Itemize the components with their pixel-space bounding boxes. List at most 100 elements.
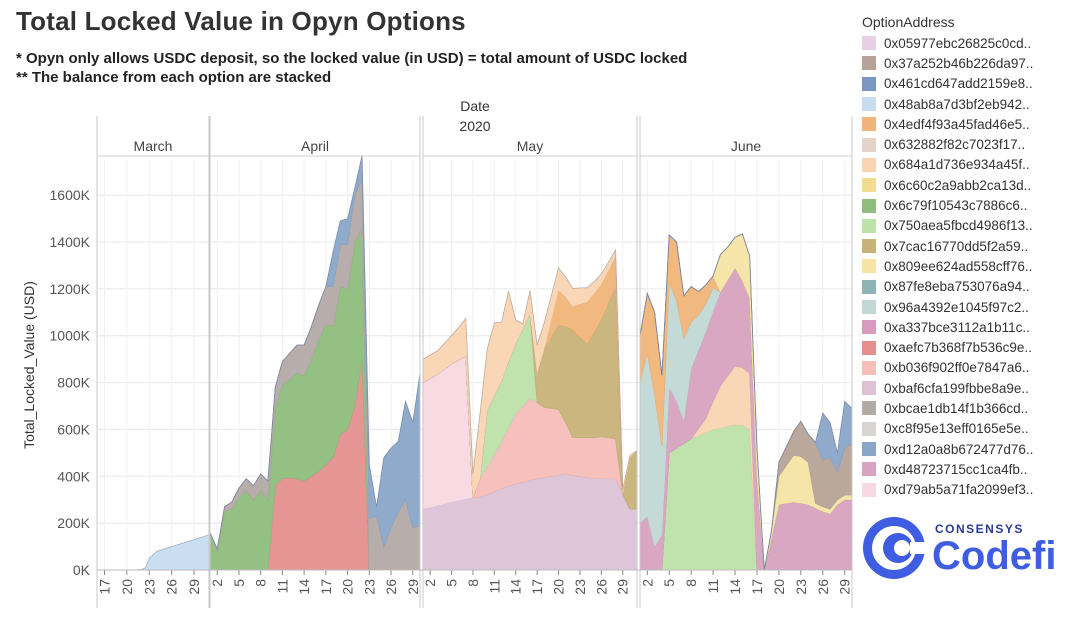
x-tick-label: 2	[209, 579, 225, 587]
legend-item: 0xd48723715cc1ca4fb..	[860, 459, 1080, 479]
column-header-date: Date	[460, 98, 490, 114]
x-tick-label: 23	[572, 579, 588, 595]
x-tick-label: 17	[96, 579, 112, 595]
legend-label: 0x87fe8eba753076a94..	[884, 279, 1030, 295]
legend-swatch	[862, 137, 876, 152]
x-tick-label: 11	[705, 579, 721, 594]
x-tick-label: 11	[486, 579, 502, 594]
legend-item: 0x48ab8a7d3bf2eb942..	[860, 94, 1080, 114]
legend-item: 0x6c79f10543c7886c6..	[860, 195, 1080, 215]
legend-item: 0xc8f95e13eff0165e5e..	[860, 419, 1080, 439]
x-tick-label: 23	[361, 579, 377, 595]
x-tick-label: 20	[119, 579, 135, 595]
y-tick-label: 1200K	[50, 281, 91, 297]
legend-swatch	[862, 157, 876, 172]
legend-swatch	[862, 482, 876, 497]
legend-item: 0x461cd647add2159e8..	[860, 74, 1080, 94]
x-tick-label: 11	[274, 579, 290, 594]
x-tick-label: 5	[231, 579, 247, 587]
legend-item: 0x96a4392e1045f97c2..	[860, 297, 1080, 317]
y-axis-label: Total_Locked_Value (USD)	[21, 281, 37, 449]
x-tick-label: 14	[727, 579, 743, 595]
legend-item: 0x809ee624ad558cff76..	[860, 256, 1080, 276]
y-tick-label: 1000K	[50, 328, 91, 344]
legend-label: 0xbaf6cfa199fbbe8a9e..	[884, 380, 1029, 396]
legend-item: 0x37a252b46b226da97..	[860, 53, 1080, 73]
chart-subtitle-1: * Opyn only allows USDC deposit, so the …	[16, 50, 688, 67]
legend-items: 0x05977ebc26825c0cd.. 0x37a252b46b226da97…	[860, 33, 1080, 500]
legend-label: 0x6c60c2a9abb2ca13d..	[884, 177, 1032, 193]
legend-item: 0x632882f82c7023f17..	[860, 134, 1080, 154]
x-tick-label: 20	[771, 579, 787, 595]
y-tick-label: 400K	[57, 468, 90, 484]
legend-label: 0xaefc7b368f7b536c9e..	[884, 340, 1032, 356]
legend-label: 0x750aea5fbcd4986f13..	[884, 218, 1033, 234]
x-tick-label: 29	[615, 579, 631, 595]
x-tick-label: 29	[837, 579, 853, 595]
legend-label: 0xbcae1db14f1b366cd..	[884, 400, 1029, 416]
x-tick-label: 17	[749, 579, 765, 595]
legend-swatch	[862, 117, 876, 132]
y-tick-label: 600K	[57, 421, 90, 437]
x-tick-label: 17	[529, 579, 545, 595]
area-series-2	[422, 248, 638, 498]
legend-item: 0xbaf6cfa199fbbe8a9e..	[860, 378, 1080, 398]
legend-swatch	[862, 442, 876, 457]
legend-item: 0xd12a0a8b672477d76..	[860, 439, 1080, 459]
codefi-logo-mark-icon	[863, 517, 928, 579]
legend-item: 0xbcae1db14f1b366cd..	[860, 398, 1080, 418]
x-tick-label: 20	[551, 579, 567, 595]
legend-swatch	[862, 340, 876, 355]
legend-label: 0xb036f902ff0e7847a6..	[884, 360, 1030, 376]
legend-item: 0xd79ab5a71fa2099ef3..	[860, 480, 1080, 500]
legend-label: 0x6c79f10543c7886c6..	[884, 198, 1028, 214]
panel-label-april: April	[301, 138, 329, 154]
x-tick-label: 26	[815, 579, 831, 595]
x-tick-label: 29	[186, 579, 202, 595]
legend-item: 0xaefc7b368f7b536c9e..	[860, 337, 1080, 357]
y-tick-label: 200K	[57, 515, 90, 531]
x-tick-label: 2	[639, 579, 655, 587]
legend-title: OptionAddress	[862, 14, 955, 30]
x-tick-label: 14	[296, 579, 312, 595]
legend-swatch	[862, 239, 876, 254]
area-series-edge	[639, 233, 853, 571]
legend-item: 0x6c60c2a9abb2ca13d..	[860, 175, 1080, 195]
panel-label-june: June	[731, 138, 762, 154]
legend-swatch	[862, 462, 876, 477]
legend-swatch	[862, 56, 876, 71]
x-tick-label: 26	[383, 579, 399, 595]
legend-swatch	[862, 76, 876, 91]
legend-label: 0x632882f82c7023f17..	[884, 137, 1026, 153]
x-tick-label: 5	[661, 579, 677, 587]
legend-label: 0x05977ebc26825c0cd..	[884, 35, 1032, 51]
x-tick-label: 8	[253, 579, 269, 587]
legend-swatch	[862, 198, 876, 213]
legend-swatch	[862, 401, 876, 416]
legend-label: 0xc8f95e13eff0165e5e..	[884, 421, 1029, 437]
legend-swatch	[862, 381, 876, 396]
area-series-edge	[209, 155, 421, 551]
legend-swatch	[862, 360, 876, 375]
y-tick-label: 0K	[73, 562, 91, 578]
legend-label: 0x96a4392e1045f97c2..	[884, 299, 1029, 315]
legend-item: 0xb036f902ff0e7847a6..	[860, 358, 1080, 378]
x-tick-label: 8	[683, 579, 699, 587]
legend-swatch	[862, 218, 876, 233]
legend-label: 0x809ee624ad558cff76..	[884, 258, 1033, 274]
chart-title: Total Locked Value in Opyn Options	[16, 6, 466, 36]
x-tick-label: 2	[422, 579, 438, 587]
legend-swatch	[862, 178, 876, 193]
column-header-year: 2020	[459, 118, 490, 134]
legend-item: 0xa337bce3112a1b11c..	[860, 317, 1080, 337]
legend-item: 0x750aea5fbcd4986f13..	[860, 216, 1080, 236]
legend-item: 0x05977ebc26825c0cd..	[860, 33, 1080, 53]
logo-codefi-text: Codefi	[932, 534, 1057, 578]
x-tick-label: 23	[141, 579, 157, 595]
x-tick-label: 5	[444, 579, 460, 587]
x-tick-label: 8	[465, 579, 481, 587]
legend-label: 0x37a252b46b226da97..	[884, 55, 1034, 71]
legend-swatch	[862, 300, 876, 314]
chart-subtitle-2: ** The balance from each option are stac…	[16, 69, 332, 86]
